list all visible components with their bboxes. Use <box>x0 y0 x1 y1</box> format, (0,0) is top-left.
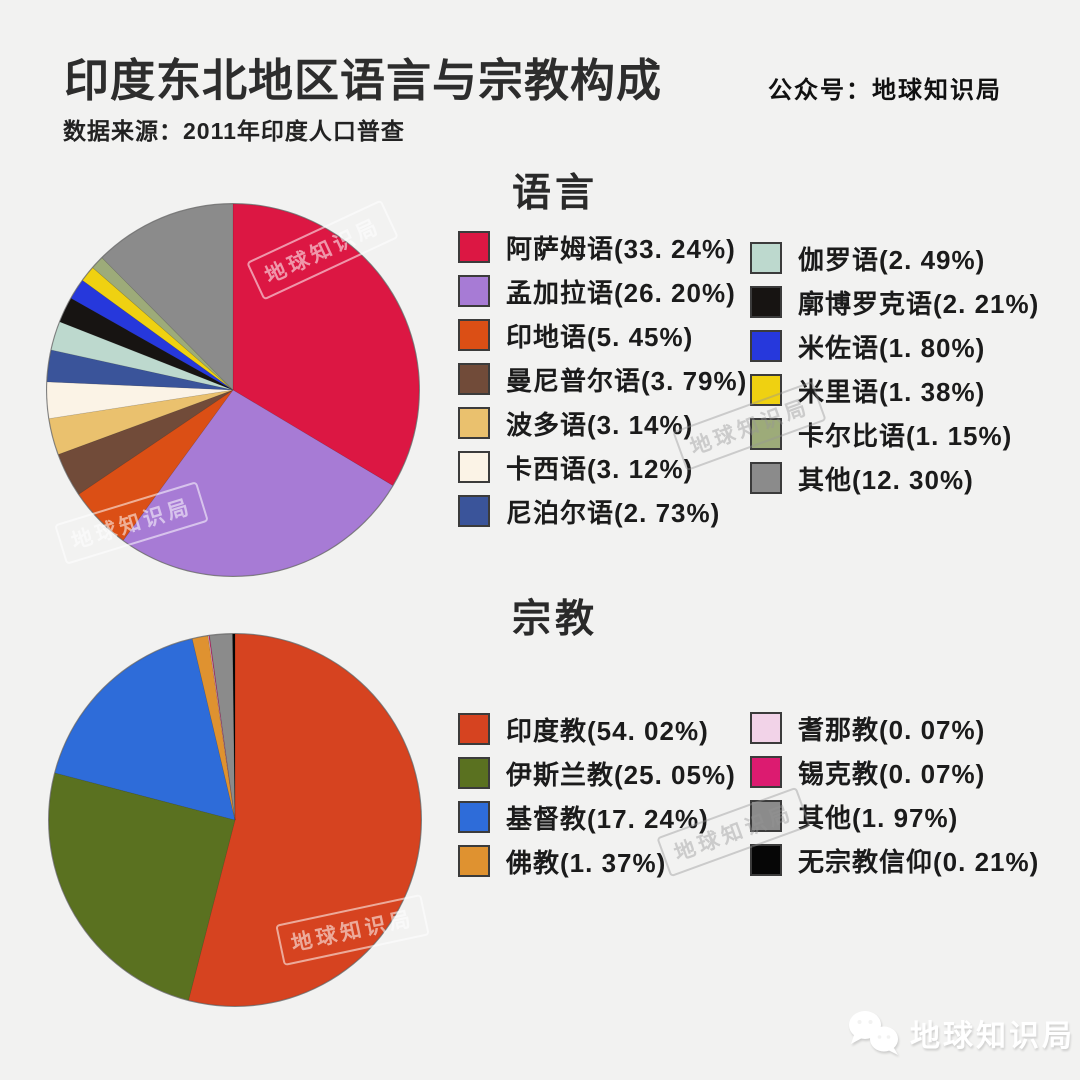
legend-swatch <box>458 713 490 745</box>
pie-slice <box>101 203 234 391</box>
pie-slice <box>209 633 236 821</box>
religion-legend-column-2: 耆那教(0. 07%) 锡克教(0. 07%) 其他(1. 97%) 无宗教信仰(0.… <box>750 712 1040 877</box>
legend-swatch <box>458 407 490 439</box>
pie-slice <box>191 635 236 821</box>
pie-slice <box>58 389 234 495</box>
legend-item: 基督教(17. 24%) <box>458 801 736 834</box>
legend-swatch <box>458 451 490 483</box>
legend-swatch <box>458 495 490 527</box>
legend-item: 尼泊尔语(2. 73%) <box>458 495 747 528</box>
legend-item: 廓博罗克语(2. 21%) <box>750 286 1040 319</box>
pie-slice <box>207 635 236 821</box>
account-label: 公众号：地球知识局 <box>768 77 1002 104</box>
legend-swatch <box>750 418 782 450</box>
legend-swatch <box>750 800 782 832</box>
legend-item: 阿萨姆语(33. 24%) <box>458 231 747 264</box>
language-pie-chart <box>46 203 420 577</box>
legend-item: 其他(12. 30%) <box>750 462 1039 495</box>
legend-label: 伊斯兰教(25. 05%) <box>506 759 736 790</box>
legend-swatch <box>750 242 782 274</box>
legend-label: 印地语(5. 45%) <box>506 321 694 352</box>
pie-slice <box>48 772 236 1001</box>
legend-item: 其他(1. 97%) <box>750 800 1039 833</box>
legend-label: 阿萨姆语(33. 24%) <box>506 233 736 264</box>
legend-item: 伽罗语(2. 49%) <box>750 242 1039 275</box>
legend-swatch <box>750 844 782 876</box>
legend-item: 佛教(1. 37%) <box>458 845 736 878</box>
legend-label: 波多语(3. 14%) <box>506 409 694 440</box>
legend-label: 伽罗语(2. 49%) <box>798 244 986 275</box>
page-title: 印度东北地区语言与宗教构成 <box>64 55 663 106</box>
pie-slice <box>208 635 236 821</box>
language-legend-column-1: 阿萨姆语(33. 24%) 孟加拉语(26. 20%) 印地语(5. 45%) 曼尼普… <box>458 231 748 528</box>
pie-slice <box>232 633 236 821</box>
legend-label: 米佐语(1. 80%) <box>798 332 986 363</box>
language-section-title: 语言 <box>512 172 599 215</box>
pie-slice <box>51 321 234 391</box>
pie-slice <box>59 297 234 391</box>
legend-label: 廓博罗克语(2. 21%) <box>798 288 1040 319</box>
legend-item: 锡克教(0. 07%) <box>750 756 1039 789</box>
legend-swatch <box>458 845 490 877</box>
legend-swatch <box>750 374 782 406</box>
pie-slice <box>46 349 234 391</box>
legend-item: 波多语(3. 14%) <box>458 407 747 440</box>
legend-label: 锡克教(0. 07%) <box>798 758 986 789</box>
legend-swatch <box>750 462 782 494</box>
legend-label: 尼泊尔语(2. 73%) <box>506 497 721 528</box>
legend-item: 曼尼普尔语(3. 79%) <box>458 363 748 396</box>
legend-swatch <box>458 801 490 833</box>
data-source-label: 数据来源：2011年印度人口普查 <box>63 118 405 144</box>
legend-swatch <box>458 275 490 307</box>
legend-item: 孟加拉语(26. 20%) <box>458 275 747 308</box>
brand-name: 地球知识局 <box>910 1020 1075 1053</box>
pie-slice <box>78 389 234 541</box>
legend-item: 米里语(1. 38%) <box>750 374 1039 407</box>
legend-item: 印地语(5. 45%) <box>458 319 747 352</box>
legend-label: 卡尔比语(1. 15%) <box>798 420 1013 451</box>
religion-pie-chart <box>48 633 422 1007</box>
legend-item: 无宗教信仰(0. 21%) <box>750 844 1040 877</box>
religion-section-title: 宗教 <box>512 598 599 641</box>
legend-label: 无宗教信仰(0. 21%) <box>798 846 1040 877</box>
pie-slice <box>232 203 420 486</box>
pie-slice <box>122 389 394 577</box>
brand-footer: 地球知识局 <box>844 1006 1075 1060</box>
pie-slice <box>188 633 422 1007</box>
legend-label: 卡西语(3. 12%) <box>506 453 694 484</box>
legend-swatch <box>750 756 782 788</box>
legend-item: 卡尔比语(1. 15%) <box>750 418 1039 451</box>
legend-swatch <box>458 757 490 789</box>
legend-item: 米佐语(1. 80%) <box>750 330 1039 363</box>
legend-item: 印度教(54. 02%) <box>458 713 736 746</box>
religion-legend-column-1: 印度教(54. 02%) 伊斯兰教(25. 05%) 基督教(17. 24%) 佛教(… <box>458 713 736 878</box>
language-legend-column-2: 伽罗语(2. 49%) 廓博罗克语(2. 21%) 米佐语(1. 80%) 米里语(1… <box>750 242 1040 495</box>
legend-item: 卡西语(3. 12%) <box>458 451 747 484</box>
legend-swatch <box>458 231 490 263</box>
pie-slice <box>54 638 236 821</box>
legend-item: 伊斯兰教(25. 05%) <box>458 757 736 790</box>
legend-label: 基督教(17. 24%) <box>506 803 709 834</box>
pie-slice <box>48 389 234 455</box>
legend-swatch <box>750 330 782 362</box>
pie-slice <box>46 381 234 419</box>
legend-label: 印度教(54. 02%) <box>506 715 709 746</box>
legend-swatch <box>750 286 782 318</box>
legend-item: 耆那教(0. 07%) <box>750 712 1039 745</box>
legend-label: 孟加拉语(26. 20%) <box>506 277 736 308</box>
legend-label: 其他(1. 97%) <box>798 802 959 833</box>
legend-label: 其他(12. 30%) <box>798 464 974 495</box>
pie-slice <box>70 280 234 391</box>
pie-slice <box>82 267 234 391</box>
legend-label: 佛教(1. 37%) <box>506 847 667 878</box>
legend-swatch <box>750 712 782 744</box>
legend-label: 曼尼普尔语(3. 79%) <box>506 365 748 396</box>
legend-swatch <box>458 319 490 351</box>
wechat-logo-icon <box>849 1011 898 1055</box>
legend-label: 耆那教(0. 07%) <box>798 714 986 745</box>
legend-swatch <box>458 363 490 395</box>
pie-slice <box>92 257 234 391</box>
legend-label: 米里语(1. 38%) <box>798 376 986 407</box>
